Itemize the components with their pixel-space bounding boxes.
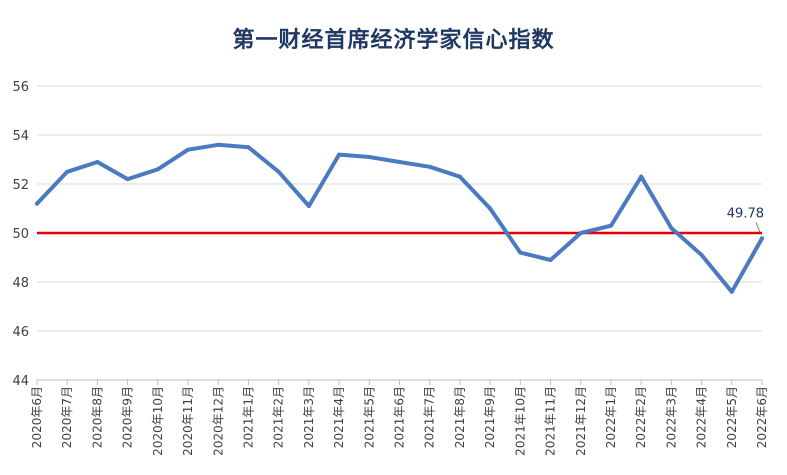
data-point bbox=[367, 155, 372, 160]
y-tick-label: 48 bbox=[12, 276, 29, 291]
y-tick-label: 56 bbox=[12, 80, 29, 95]
data-point bbox=[337, 152, 342, 157]
data-point bbox=[276, 169, 281, 174]
data-point bbox=[397, 159, 402, 164]
data-point bbox=[760, 236, 764, 241]
x-tick-label: 2021年3月 bbox=[302, 386, 316, 448]
x-tick-label: 2021年1月 bbox=[241, 386, 255, 448]
x-tick-label: 2021年2月 bbox=[272, 386, 286, 448]
series-line bbox=[35, 142, 764, 294]
x-tick-label: 2021年9月 bbox=[483, 386, 497, 448]
data-point bbox=[306, 204, 311, 209]
x-tick-label: 2020年8月 bbox=[90, 386, 104, 448]
data-point bbox=[639, 174, 644, 179]
x-tick-label: 2021年4月 bbox=[332, 386, 346, 448]
data-point bbox=[216, 142, 221, 147]
data-label: 49.78 bbox=[727, 206, 764, 221]
x-tick-label: 2021年10月 bbox=[513, 386, 527, 456]
y-tick-label: 46 bbox=[12, 325, 29, 340]
x-tick-label: 2020年6月 bbox=[30, 386, 44, 448]
x-tick-label: 2020年11月 bbox=[181, 386, 195, 456]
data-point bbox=[125, 177, 130, 182]
data-point bbox=[427, 164, 432, 169]
data-point bbox=[155, 167, 160, 172]
x-tick-label: 2021年5月 bbox=[362, 386, 376, 448]
data-point bbox=[457, 174, 462, 179]
x-tick-label: 2020年7月 bbox=[60, 386, 74, 448]
y-tick-label: 54 bbox=[12, 129, 29, 144]
x-tick-label: 2021年6月 bbox=[393, 386, 407, 448]
x-tick-label: 2021年11月 bbox=[544, 386, 558, 456]
data-point bbox=[729, 289, 734, 294]
data-point bbox=[578, 231, 583, 235]
data-point bbox=[699, 253, 704, 258]
y-tick-label: 52 bbox=[12, 178, 29, 193]
data-point bbox=[518, 250, 523, 255]
x-tick-label: 2022年2月 bbox=[634, 386, 648, 448]
x-tick-label: 2021年12月 bbox=[574, 386, 588, 456]
annotation-leader bbox=[755, 222, 761, 233]
data-point bbox=[95, 159, 100, 164]
y-tick-label: 44 bbox=[12, 374, 29, 389]
y-tick-label: 50 bbox=[12, 227, 29, 242]
x-tick-label: 2020年9月 bbox=[121, 386, 135, 448]
data-point bbox=[548, 257, 553, 262]
data-point bbox=[186, 147, 191, 152]
x-tick-label: 2020年12月 bbox=[211, 386, 225, 456]
chart-title: 第一财经首席经济学家信心指数 bbox=[232, 28, 555, 53]
x-tick-label: 2021年8月 bbox=[453, 386, 467, 448]
data-point bbox=[246, 145, 251, 150]
x-tick-label: 2021年7月 bbox=[423, 386, 437, 448]
x-tick-label: 2022年4月 bbox=[695, 386, 709, 448]
x-tick-label: 2022年1月 bbox=[604, 386, 618, 448]
x-tick-label: 2020年10月 bbox=[151, 386, 165, 456]
x-tick-label: 2022年3月 bbox=[664, 386, 678, 448]
data-point bbox=[35, 201, 39, 206]
data-point bbox=[65, 169, 70, 174]
x-tick-label: 2022年6月 bbox=[755, 386, 769, 448]
data-point bbox=[488, 206, 493, 211]
x-tick-label: 2022年5月 bbox=[725, 386, 739, 448]
data-point bbox=[669, 226, 674, 231]
data-point bbox=[608, 223, 613, 228]
